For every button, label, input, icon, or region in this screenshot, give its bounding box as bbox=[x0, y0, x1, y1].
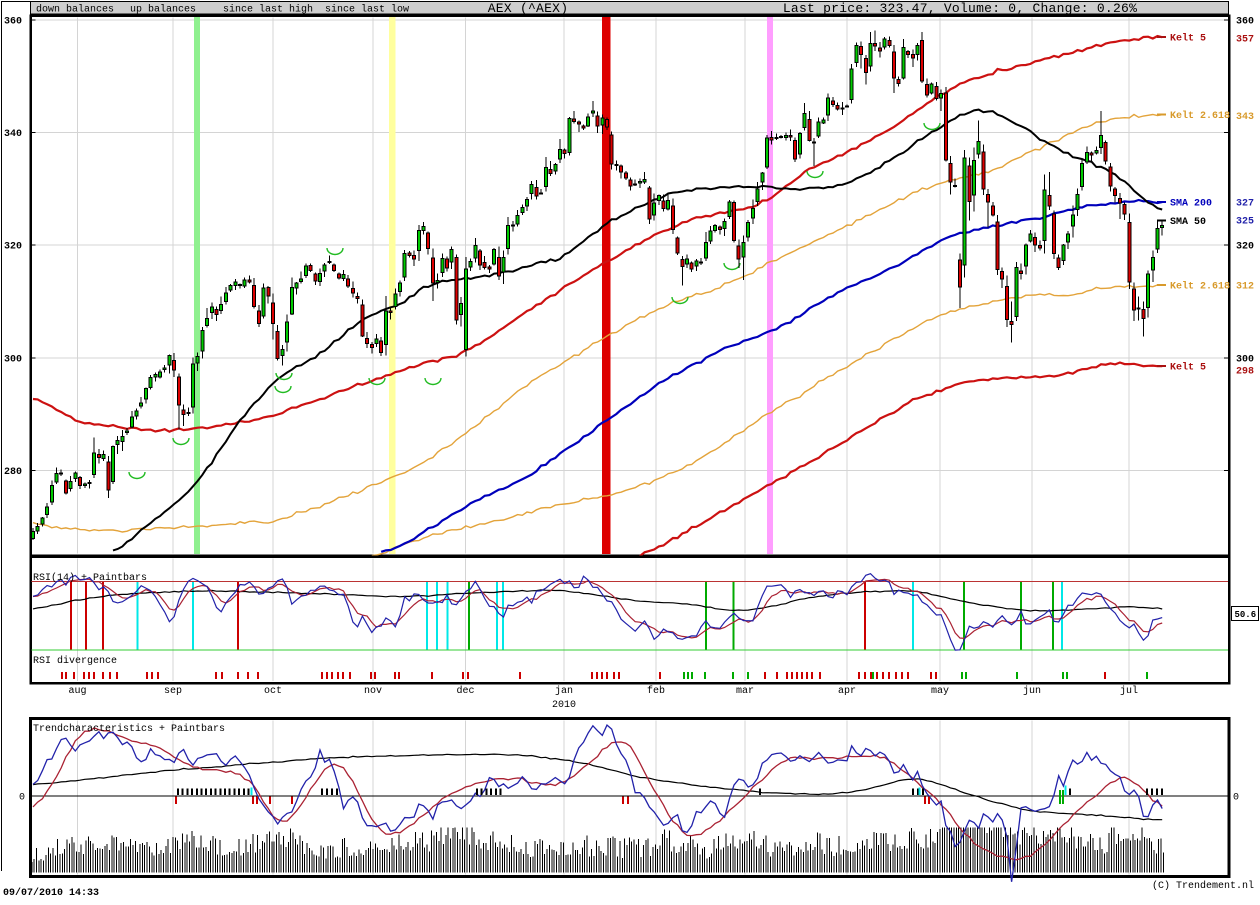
svg-text:357: 357 bbox=[1236, 34, 1254, 45]
svg-text:oct: oct bbox=[264, 686, 282, 697]
svg-text:apr: apr bbox=[838, 686, 856, 697]
svg-text:Last price: 323.47, Volume: 0,: Last price: 323.47, Volume: 0, Change: 0… bbox=[783, 1, 1137, 16]
svg-text:jul: jul bbox=[1120, 685, 1138, 697]
svg-text:327: 327 bbox=[1236, 199, 1254, 210]
svg-text:320: 320 bbox=[1236, 242, 1254, 253]
svg-text:mar: mar bbox=[736, 686, 754, 697]
svg-text:nov: nov bbox=[364, 686, 382, 697]
svg-text:(C) Trendement.nl: (C) Trendement.nl bbox=[1152, 880, 1254, 892]
svg-text:AEX (^AEX): AEX (^AEX) bbox=[488, 1, 569, 16]
svg-text:09/07/2010 14:33: 09/07/2010 14:33 bbox=[3, 887, 99, 899]
svg-text:sep: sep bbox=[164, 686, 182, 697]
svg-text:280: 280 bbox=[4, 467, 22, 478]
svg-text:0: 0 bbox=[1233, 793, 1239, 804]
svg-text:SMA 200: SMA 200 bbox=[1170, 199, 1212, 210]
svg-text:300: 300 bbox=[1236, 354, 1254, 365]
svg-text:360: 360 bbox=[1236, 17, 1254, 28]
svg-text:SMA 50: SMA 50 bbox=[1170, 217, 1206, 228]
svg-text:340: 340 bbox=[4, 129, 22, 140]
svg-text:up balances: up balances bbox=[130, 4, 196, 16]
svg-text:since last high: since last high bbox=[223, 4, 313, 16]
svg-text:Kelt 5: Kelt 5 bbox=[1170, 362, 1206, 374]
svg-text:feb: feb bbox=[647, 685, 665, 697]
svg-text:jan: jan bbox=[555, 685, 573, 697]
svg-text:50.6: 50.6 bbox=[1235, 610, 1257, 620]
svg-text:300: 300 bbox=[4, 354, 22, 365]
svg-text:may: may bbox=[931, 686, 949, 697]
svg-text:343: 343 bbox=[1236, 112, 1254, 123]
svg-text:0: 0 bbox=[19, 793, 25, 804]
svg-text:312: 312 bbox=[1236, 282, 1254, 293]
svg-text:RSI(14) + Paintbars: RSI(14) + Paintbars bbox=[33, 572, 147, 584]
svg-text:360: 360 bbox=[4, 17, 22, 28]
svg-text:Kelt 5: Kelt 5 bbox=[1170, 33, 1206, 45]
svg-text:since last low: since last low bbox=[325, 4, 409, 16]
svg-text:Trendcharacteristics + Paintba: Trendcharacteristics + Paintbars bbox=[33, 723, 225, 735]
svg-text:RSI divergence: RSI divergence bbox=[33, 655, 117, 667]
svg-text:Kelt 2.618: Kelt 2.618 bbox=[1170, 110, 1230, 122]
svg-text:aug: aug bbox=[68, 686, 86, 697]
svg-text:dec: dec bbox=[456, 685, 474, 697]
svg-text:jun: jun bbox=[1023, 685, 1041, 697]
svg-text:2010: 2010 bbox=[552, 700, 576, 711]
svg-text:298: 298 bbox=[1236, 367, 1254, 378]
svg-text:320: 320 bbox=[4, 242, 22, 253]
svg-text:Kelt 2.618: Kelt 2.618 bbox=[1170, 281, 1230, 293]
svg-text:down balances: down balances bbox=[36, 4, 114, 16]
svg-text:325: 325 bbox=[1236, 217, 1254, 228]
